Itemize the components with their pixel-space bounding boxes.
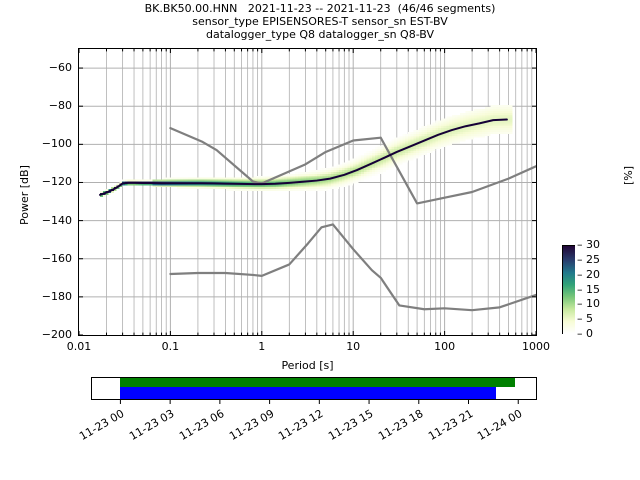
y-tick-label: −160 — [41, 251, 72, 265]
psd-plot-area — [78, 48, 537, 336]
x-tick-label: 0.01 — [66, 340, 92, 353]
title-line-datalogger: datalogger_type Q8 datalogger_sn Q8-BV — [205, 28, 435, 41]
y-tick-label: −80 — [48, 99, 72, 113]
colorbar-tick-label: – 0 — [577, 327, 593, 340]
colorbar-tick-label: – 20 — [577, 267, 600, 281]
y-tick-label: −180 — [41, 289, 72, 303]
title-line-station: BK.BK50.00.HNN 2021-11-23 -- 2021-11-23 … — [144, 2, 496, 15]
psd-plot-svg — [79, 49, 536, 335]
x-tick-label: 10 — [346, 340, 361, 353]
coverage-bar-segments — [120, 387, 497, 399]
x-tick-label: 100 — [434, 340, 456, 353]
y-tick-label: −120 — [41, 175, 72, 189]
figure-title: BK.BK50.00.HNN 2021-11-23 -- 2021-11-23 … — [0, 2, 640, 41]
x-tick-label: 0.1 — [161, 340, 180, 353]
y-tick-label: −100 — [41, 137, 72, 151]
colorbar-tick-label: – 10 — [577, 297, 600, 311]
coverage-bar-data — [120, 378, 516, 387]
x-tick-label: 1000 — [522, 340, 550, 353]
x-tick-label: 1 — [258, 340, 266, 353]
colorbar-tick-label: – 15 — [577, 282, 600, 296]
colorbar-gradient — [563, 246, 575, 335]
colorbar — [562, 245, 575, 335]
data-coverage-area — [91, 377, 537, 400]
colorbar-tick-label: – 30 — [577, 238, 600, 251]
colorbar-tick-label: – 5 — [577, 312, 593, 326]
colorbar-tick-label: – 25 — [577, 252, 600, 266]
y-tick-label: −140 — [41, 213, 72, 227]
x-axis-label: Period [s] — [281, 359, 334, 372]
y-tick-label: −60 — [48, 61, 72, 75]
y-tick-label: −200 — [41, 328, 72, 341]
title-line-sensor: sensor_type EPISENSORES-T sensor_sn EST-… — [192, 15, 448, 28]
